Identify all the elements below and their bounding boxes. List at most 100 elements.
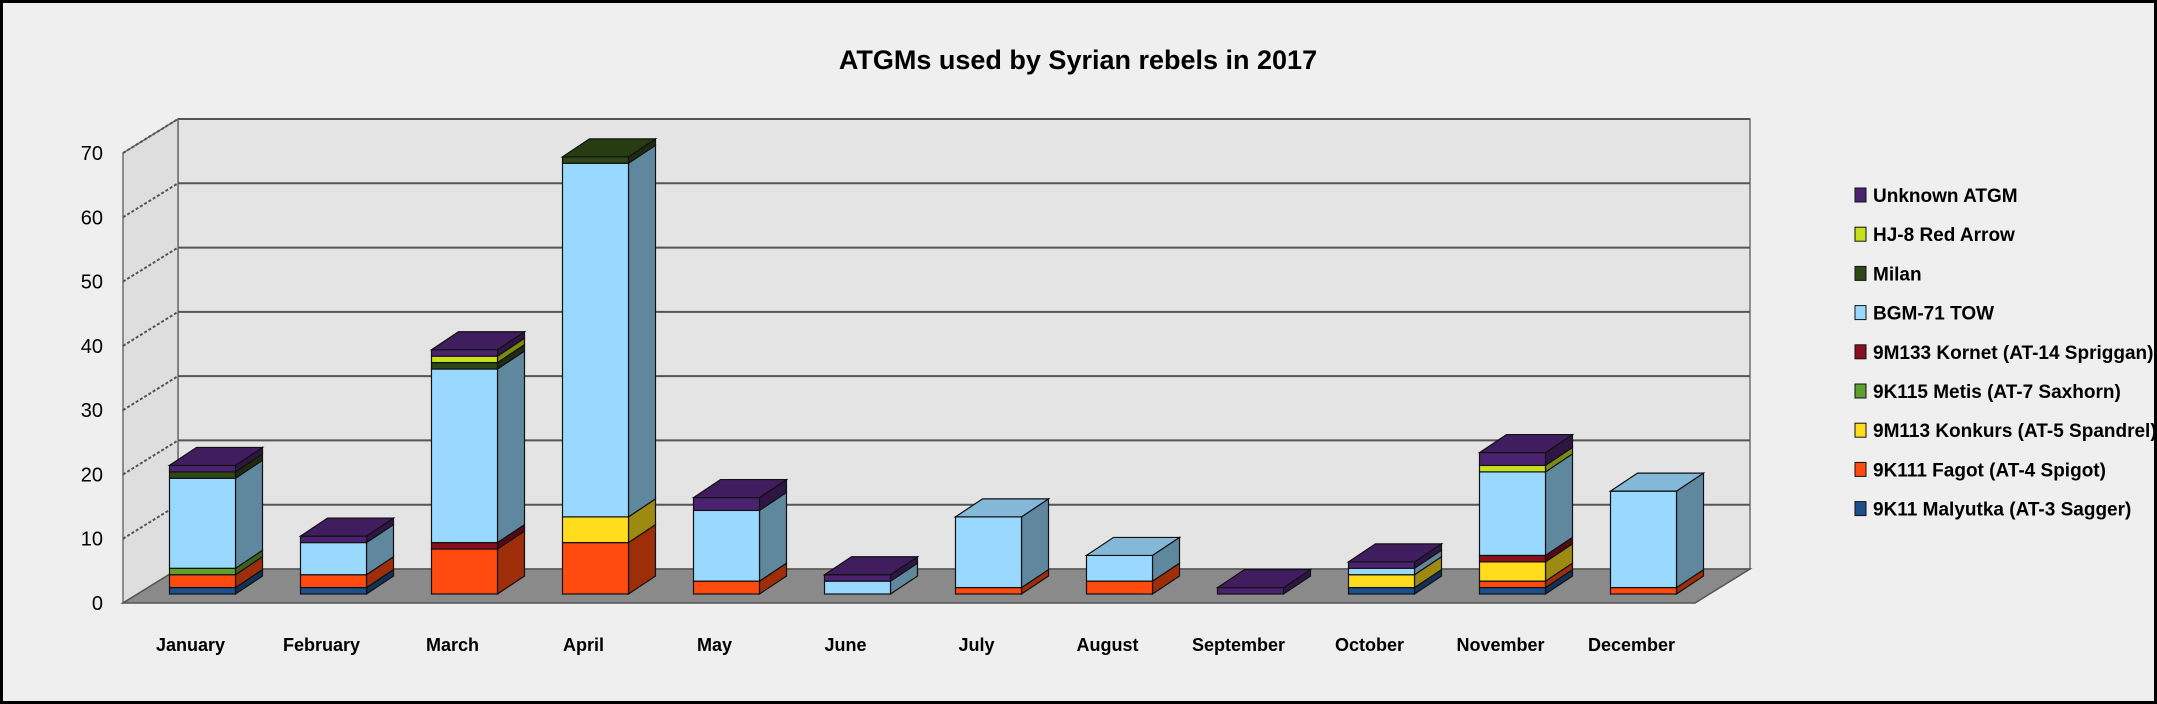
bar-segment-december-bgm-71-tow [1609,490,1678,589]
chart-title: ATGMs used by Syrian rebels in 2017 [839,45,1317,75]
y-tick-label: 20 [81,464,103,486]
y-tick-label: 50 [81,272,103,294]
x-tick-label-june: June [824,635,866,655]
x-tick-label-july: July [958,635,994,655]
legend-label: 9K115 Metis (AT-7 Saxhorn) [1873,382,2121,403]
bars [167,137,1706,596]
bar-segment-july-bgm-71-tow-top [953,498,1051,518]
bar-november [1477,433,1575,596]
x-tick-label-september: September [1192,635,1285,655]
bar-segment-may-unknown-atgm-top [691,478,789,499]
bar-july [953,497,1051,596]
bar-segment-march-bgm-71-tow-side [496,349,526,544]
legend-item-hj-8-red-arrow: HJ-8 Red Arrow [1854,225,2015,246]
legend-swatch [1854,187,1867,203]
legend-swatch [1854,226,1867,242]
bar-segment-november-9k111-fagot-at-4-spigot [1478,580,1547,589]
bar-segment-january-bgm-71-tow-side [234,459,264,570]
bar-segment-november-9m113-konkurs-at-5-spandrel [1478,561,1547,582]
bar-segment-december-9k111-fagot-at-4-spigot [1609,586,1678,595]
bar-segment-may-unknown-atgm [692,496,761,512]
x-tick-label-november: November [1456,635,1544,655]
bar-segment-april-bgm-71-tow-side [627,144,657,518]
bar-segment-october-unknown-atgm-top [1346,543,1444,563]
bar-june [822,555,920,596]
legend-item-9k115-metis-at-7-saxhorn: 9K115 Metis (AT-7 Saxhorn) [1854,382,2121,403]
bar-segment-april-bgm-71-tow [561,162,630,518]
bar-segment-january-9k115-metis-at-7-saxhorn [168,567,237,576]
bar-segment-december-bgm-71-tow-top [1608,472,1706,492]
gridline-side [122,439,179,476]
legend-label: Milan [1873,264,1922,285]
bar-january [167,446,265,596]
bar-segment-november-unknown-atgm-top [1477,433,1575,454]
bar-segment-august-bgm-71-tow [1085,554,1154,582]
bar-segment-november-9m133-kornet-at-14-spriggan [1478,554,1547,563]
bar-segment-july-9k111-fagot-at-4-spigot [954,586,1023,595]
bar-segment-january-9k111-fagot-at-4-spigot [168,574,237,589]
bar-segment-january-9k11-malyutka-at-3-sagger [168,586,237,595]
bar-segment-may-bgm-71-tow [692,509,761,582]
bar-segment-january-bgm-71-tow [168,477,237,569]
x-tick-label-august: August [1077,635,1139,655]
bar-september [1215,568,1313,596]
x-tick-label-may: May [697,635,732,655]
floor [120,568,1753,604]
x-tick-label-april: April [563,635,604,655]
bar-march [429,330,527,596]
bar-segment-january-milan [168,471,237,479]
bar-segment-december-bgm-71-tow-side [1675,472,1705,589]
y-tick-label: 30 [81,400,103,422]
bar-segment-february-9k11-malyutka-at-3-sagger [299,586,368,595]
x-tick-label-january: January [156,635,225,655]
bar-december [1608,472,1706,596]
bar-segment-april-9m113-konkurs-at-5-spandrel [561,516,630,544]
legend: Unknown ATGM HJ-8 Red Arrow Milan BGM-71 TO… [1854,186,2154,521]
bar-segment-november-unknown-atgm [1478,451,1547,467]
bar-segment-june-unknown-atgm-top [822,556,920,576]
bar-segment-february-unknown-atgm [299,535,368,544]
bar-segment-january-unknown-atgm [168,464,237,473]
bar-segment-march-unknown-atgm [430,349,499,357]
y-tick-label: 10 [81,529,103,551]
bar-segment-march-milan [430,361,499,370]
legend-swatch [1854,344,1867,360]
chart-svg: ATGMs used by Syrian rebels in 2017 0 10 2… [81,45,2154,655]
legend-item-9m113-konkurs-at-5-spandrel: 9M113 Konkurs (AT-5 Spandrel) [1854,421,2154,442]
legend-swatch [1854,461,1867,477]
legend-swatch [1854,383,1867,399]
bar-segment-june-bgm-71-tow [823,580,892,595]
bar-segment-march-9m133-kornet-at-14-spriggan [430,541,499,550]
y-tick-label: 70 [81,143,103,165]
x-tick-label-october: October [1335,635,1404,655]
y-axis-ticks: 0 10 20 30 40 50 60 70 [81,143,103,615]
bar-segment-march-unknown-atgm-top [429,331,527,351]
bar-segment-april-milan-top [560,138,658,158]
legend-label: HJ-8 Red Arrow [1873,225,2015,246]
bar-segment-february-unknown-atgm-top [298,517,396,537]
bar-segment-november-bgm-71-tow [1478,471,1547,557]
legend-label: 9K11 Malyutka (AT-3 Sagger) [1873,500,2131,521]
x-tick-label-march: March [426,635,479,655]
bar-segment-september-unknown-atgm [1216,586,1285,595]
bar-segment-november-hj-8-red-arrow [1478,464,1547,473]
bar-segment-may-9k111-fagot-at-4-spigot [692,580,761,595]
bar-segment-march-hj-8-red-arrow [430,355,499,364]
bar-segment-march-bgm-71-tow [430,368,499,544]
legend-swatch [1854,501,1867,517]
bar-segment-september-unknown-atgm-top [1215,568,1313,589]
gridline-side [122,182,179,219]
x-tick-label-december: December [1588,635,1675,655]
legend-label: 9M133 Kornet (AT-14 Spriggan) [1873,343,2153,364]
legend-item-bgm-71-tow: BGM-71 TOW [1854,304,1994,325]
gridline-side [122,118,179,154]
legend-item-milan: Milan [1854,264,1922,285]
bar-segment-july-bgm-71-tow [954,516,1023,589]
legend-item-9k111-fagot-at-4-spigot: 9K111 Fagot (AT-4 Spigot) [1854,460,2106,481]
legend-item-9k11-malyutka-at-3-sagger: 9K11 Malyutka (AT-3 Sagger) [1854,500,2131,521]
bar-segment-october-unknown-atgm [1347,561,1416,569]
bar-segment-august-bgm-71-tow-top [1084,536,1182,557]
bar-segment-april-milan [561,156,630,164]
legend-label: BGM-71 TOW [1873,304,1994,325]
